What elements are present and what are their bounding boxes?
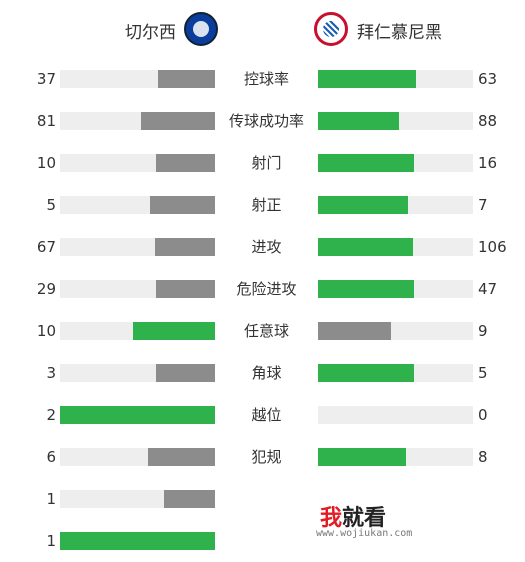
watermark: 我就看 www.wojiukan.com bbox=[228, 482, 525, 554]
away-bar bbox=[318, 238, 413, 256]
home-value: 10 bbox=[36, 154, 56, 172]
away-bar-track bbox=[318, 280, 473, 298]
away-bar-track bbox=[318, 70, 473, 88]
watermark-logo: 我就看 bbox=[320, 506, 387, 531]
home-value: 1 bbox=[46, 490, 56, 508]
home-bar bbox=[156, 364, 215, 382]
home-value: 2 bbox=[46, 406, 56, 424]
away-bar-track bbox=[318, 196, 473, 214]
home-bar-track bbox=[60, 196, 215, 214]
stat-row: 37 控球率 63 bbox=[0, 58, 525, 100]
away-bar bbox=[318, 154, 414, 172]
stat-row: 10 任意球 9 bbox=[0, 310, 525, 352]
home-bar bbox=[156, 280, 215, 298]
stat-row: 6 犯规 8 bbox=[0, 436, 525, 478]
home-bar-track bbox=[60, 364, 215, 382]
stat-label: 角球 bbox=[251, 364, 282, 382]
stat-label: 进攻 bbox=[251, 238, 282, 256]
stat-row: 67 进攻 106 bbox=[0, 226, 525, 268]
home-bar bbox=[148, 448, 215, 466]
away-bar bbox=[318, 322, 391, 340]
home-team-name: 切尔西 bbox=[125, 23, 176, 43]
home-bar bbox=[133, 322, 215, 340]
chelsea-crest-icon bbox=[184, 12, 218, 46]
home-bar-track bbox=[60, 490, 215, 508]
stat-row: 3 角球 5 bbox=[0, 352, 525, 394]
home-value: 1 bbox=[46, 532, 56, 550]
stat-label: 越位 bbox=[251, 406, 282, 424]
stat-row: 10 射门 16 bbox=[0, 142, 525, 184]
home-bar-track bbox=[60, 70, 215, 88]
away-team-name: 拜仁慕尼黑 bbox=[357, 23, 442, 43]
bayern-crest-icon bbox=[314, 12, 348, 46]
home-bar-track bbox=[60, 322, 215, 340]
home-bar bbox=[164, 490, 215, 508]
away-value: 8 bbox=[478, 448, 488, 466]
away-value: 88 bbox=[478, 112, 498, 130]
home-value: 3 bbox=[46, 364, 56, 382]
stat-label: 传球成功率 bbox=[228, 112, 304, 130]
away-bar bbox=[318, 112, 399, 130]
away-bar bbox=[318, 364, 414, 382]
home-bar bbox=[60, 406, 215, 424]
home-bar bbox=[155, 238, 215, 256]
away-bar-track bbox=[318, 154, 473, 172]
away-value: 7 bbox=[478, 196, 488, 214]
home-bar-track bbox=[60, 448, 215, 466]
away-bar bbox=[318, 70, 416, 88]
home-bar bbox=[141, 112, 215, 130]
away-bar-track bbox=[318, 406, 473, 424]
stat-row: 5 射正 7 bbox=[0, 184, 525, 226]
away-value: 63 bbox=[478, 70, 498, 88]
home-value: 5 bbox=[46, 196, 56, 214]
stat-row: 29 危险进攻 47 bbox=[0, 268, 525, 310]
stat-label: 射正 bbox=[251, 196, 282, 214]
home-bar bbox=[150, 196, 215, 214]
home-value: 10 bbox=[36, 322, 56, 340]
home-bar-track bbox=[60, 280, 215, 298]
home-value: 81 bbox=[36, 112, 56, 130]
away-bar-track bbox=[318, 238, 473, 256]
home-value: 37 bbox=[36, 70, 56, 88]
away-value: 47 bbox=[478, 280, 498, 298]
home-bar-track bbox=[60, 238, 215, 256]
home-bar bbox=[60, 532, 215, 550]
stat-row: 81 传球成功率 88 bbox=[0, 100, 525, 142]
home-bar-track bbox=[60, 532, 215, 550]
away-bar-track bbox=[318, 322, 473, 340]
away-value: 5 bbox=[478, 364, 488, 382]
home-bar bbox=[158, 70, 215, 88]
away-value: 0 bbox=[478, 406, 488, 424]
stat-label: 任意球 bbox=[243, 322, 289, 340]
away-bar-track bbox=[318, 364, 473, 382]
home-bar bbox=[156, 154, 215, 172]
away-bar bbox=[318, 196, 408, 214]
home-value: 6 bbox=[46, 448, 56, 466]
home-value: 67 bbox=[36, 238, 56, 256]
stat-row: 2 越位 0 bbox=[0, 394, 525, 436]
stat-label: 危险进攻 bbox=[236, 280, 297, 298]
away-bar bbox=[318, 448, 406, 466]
away-bar-track bbox=[318, 448, 473, 466]
stat-label: 控球率 bbox=[243, 70, 289, 88]
away-bar bbox=[318, 280, 414, 298]
home-bar-track bbox=[60, 112, 215, 130]
away-bar-track bbox=[318, 112, 473, 130]
stat-label: 犯规 bbox=[251, 448, 282, 466]
away-value: 9 bbox=[478, 322, 488, 340]
match-header: 切尔西 拜仁慕尼黑 bbox=[0, 0, 525, 58]
away-value: 106 bbox=[478, 238, 507, 256]
watermark-url: www.wojiukan.com bbox=[316, 528, 413, 539]
home-value: 29 bbox=[36, 280, 56, 298]
home-bar-track bbox=[60, 406, 215, 424]
away-value: 16 bbox=[478, 154, 498, 172]
home-bar-track bbox=[60, 154, 215, 172]
stat-label: 射门 bbox=[251, 154, 282, 172]
